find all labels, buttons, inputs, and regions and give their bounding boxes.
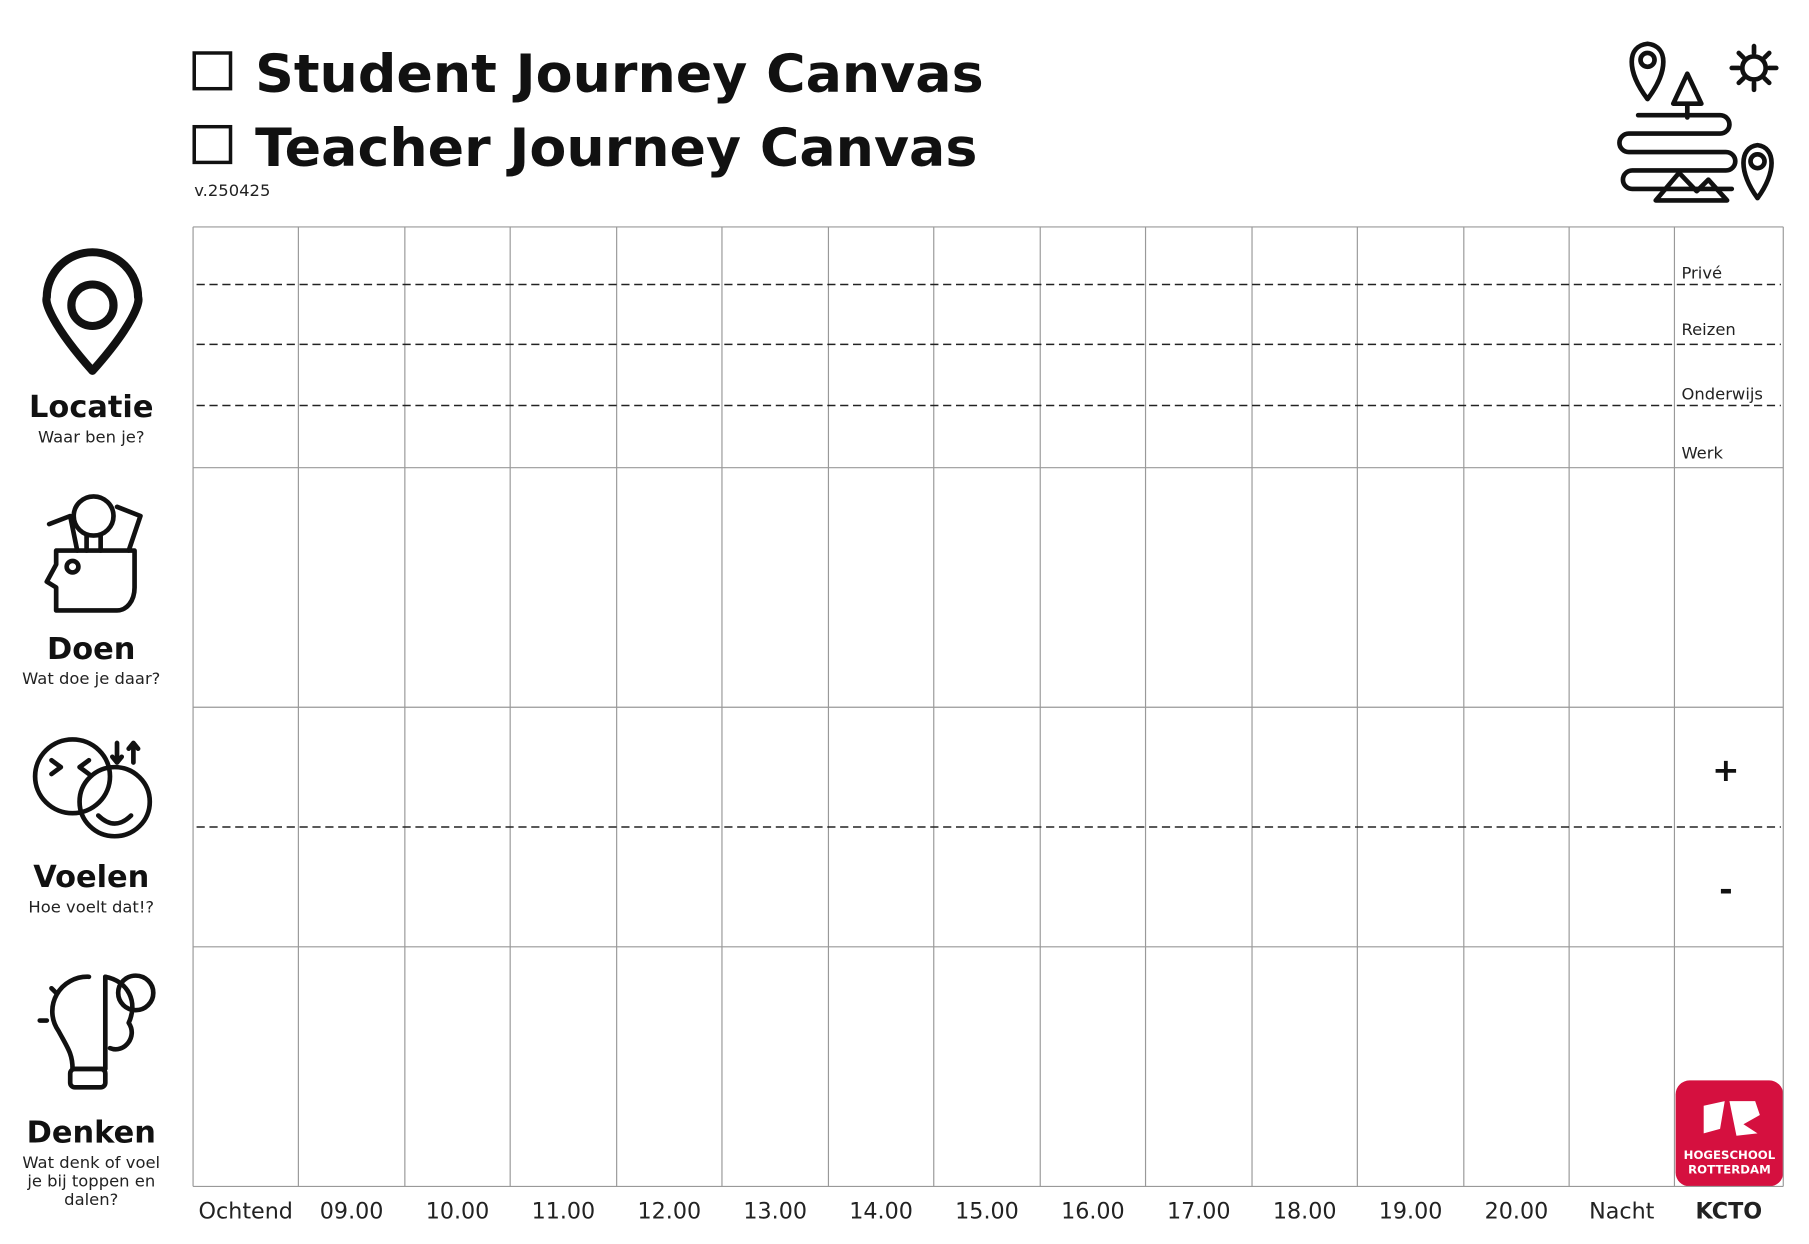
column-label: 20.00	[1485, 1200, 1549, 1225]
logo-text: HOGESCHOOL	[1684, 1148, 1776, 1162]
row-title: Locatie	[29, 390, 153, 425]
scale-label: -	[1719, 871, 1733, 909]
logo	[1675, 1080, 1784, 1187]
logo-text: ROTTERDAM	[1688, 1163, 1771, 1177]
thinking-icon	[37, 973, 156, 1090]
lane-label: Reizen	[1681, 320, 1735, 339]
row-subtitle: dalen?	[64, 1190, 118, 1209]
lane-label: Privé	[1681, 264, 1722, 283]
row-subtitle: Hoe voelt dat!?	[28, 897, 154, 916]
row-subtitle: Wat doe je daar?	[22, 669, 160, 688]
column-label: 11.00	[532, 1200, 596, 1225]
row-title: Voelen	[33, 860, 149, 895]
scale-label: +	[1712, 751, 1739, 789]
row-subtitle: Wat denk of voel	[22, 1153, 160, 1172]
column-label: 16.00	[1061, 1200, 1125, 1225]
column-label: Ochtend	[199, 1200, 293, 1225]
doing-icon	[44, 494, 143, 613]
canvas-option: Student Journey Canvas	[255, 43, 984, 106]
version: v.250425	[194, 181, 270, 200]
location-icon	[42, 248, 143, 375]
column-label: 19.00	[1379, 1200, 1443, 1225]
column-label: 17.00	[1167, 1200, 1231, 1225]
column-label: 15.00	[955, 1200, 1019, 1225]
logo-mark	[1703, 1101, 1760, 1136]
column-label: 13.00	[743, 1200, 807, 1225]
column-label: Nacht	[1589, 1200, 1655, 1225]
lane-label: Onderwijs	[1681, 385, 1763, 404]
column-label: 12.00	[637, 1200, 701, 1225]
column-label: 10.00	[426, 1200, 490, 1225]
row-title: Doen	[47, 632, 135, 667]
lane-label: Werk	[1681, 444, 1723, 463]
feeling-icon	[32, 737, 153, 839]
icons	[32, 41, 1779, 1090]
map-icon	[1617, 41, 1779, 203]
checkbox	[192, 51, 233, 91]
checkbox	[192, 124, 233, 165]
row-subtitle: je bij toppen en	[26, 1172, 155, 1191]
row-title: Denken	[27, 1116, 156, 1151]
column-label: KCTO	[1696, 1200, 1763, 1225]
canvas-option: Teacher Journey Canvas	[255, 116, 977, 179]
column-label: 14.00	[849, 1200, 913, 1225]
column-label: 09.00	[320, 1200, 384, 1225]
column-label: 18.00	[1273, 1200, 1337, 1225]
row-subtitle: Waar ben je?	[38, 427, 145, 446]
